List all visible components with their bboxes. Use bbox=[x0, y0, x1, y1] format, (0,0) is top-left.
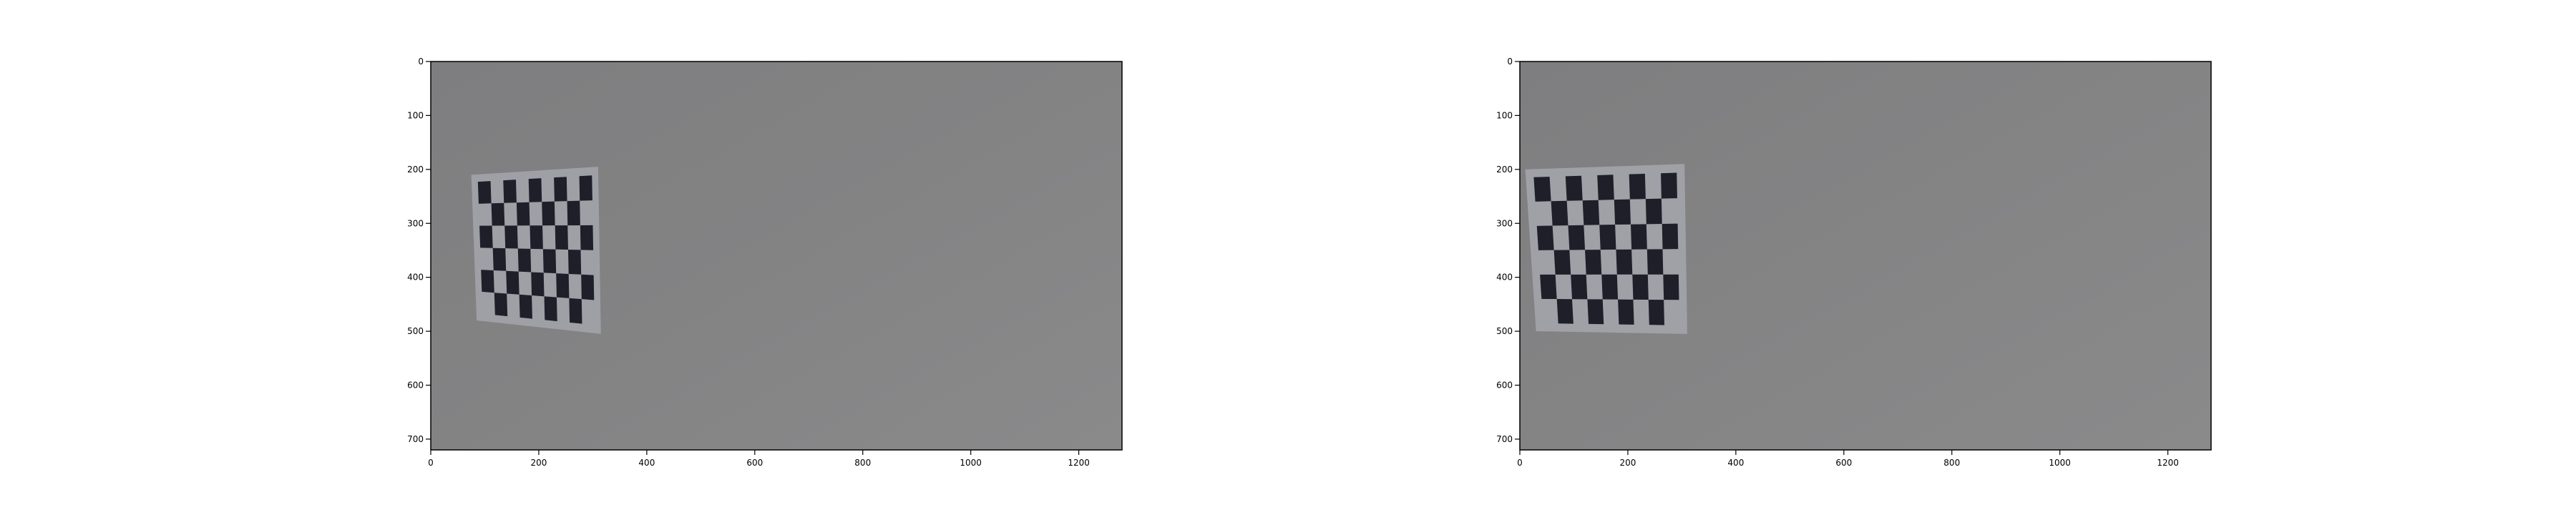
checker-square bbox=[530, 225, 543, 250]
checker-square bbox=[1629, 173, 1646, 200]
checker-square bbox=[542, 201, 555, 226]
checker-square bbox=[1556, 299, 1574, 324]
y-tick-label: 600 bbox=[407, 381, 424, 391]
checker-square bbox=[1553, 250, 1571, 275]
x-tick-label: 400 bbox=[638, 458, 655, 468]
x-tick-label: 800 bbox=[1943, 458, 1960, 468]
checker-square bbox=[1630, 224, 1647, 250]
y-tick-label: 500 bbox=[407, 326, 424, 336]
checker-square bbox=[1601, 274, 1619, 300]
checker-square bbox=[491, 202, 505, 226]
x-tick-label: 1200 bbox=[1068, 458, 1090, 468]
checker-square bbox=[567, 250, 582, 275]
y-tick-label: 200 bbox=[1496, 165, 1513, 175]
checker-square bbox=[1597, 175, 1614, 200]
y-tick-label: 700 bbox=[407, 434, 424, 444]
checker-square bbox=[555, 225, 568, 250]
y-tick-label: 100 bbox=[1496, 110, 1513, 120]
checker-square bbox=[1582, 200, 1600, 225]
checker-square bbox=[556, 273, 570, 298]
checker-square bbox=[1618, 299, 1634, 325]
y-tick-label: 500 bbox=[1496, 326, 1513, 336]
x-tick-label: 1200 bbox=[2157, 458, 2179, 468]
checker-square bbox=[528, 178, 542, 202]
checker-square bbox=[579, 175, 592, 201]
checker-square bbox=[531, 272, 545, 297]
x-tick-label: 400 bbox=[1727, 458, 1744, 468]
photo-image bbox=[431, 62, 1122, 450]
image-panel-1: 0 200 400 600 800 1000 1200 0 100 200 300 400 500 600… bbox=[407, 57, 1123, 468]
checker-square bbox=[1571, 274, 1588, 300]
checker-square bbox=[1645, 198, 1662, 225]
checker-square bbox=[567, 200, 580, 226]
y-tick-label: 400 bbox=[1496, 273, 1513, 283]
y-tick-label: 200 bbox=[407, 165, 424, 175]
checker-square bbox=[544, 296, 557, 322]
y-tick-label: 0 bbox=[418, 57, 424, 67]
checker-square bbox=[492, 247, 507, 271]
y-tick-label: 700 bbox=[1496, 434, 1513, 444]
y-tick-label: 600 bbox=[1496, 381, 1513, 391]
checker-square bbox=[503, 180, 517, 203]
checker-square bbox=[494, 293, 508, 317]
x-tick-label: 200 bbox=[530, 458, 547, 468]
checker-square bbox=[504, 225, 518, 249]
checker-square bbox=[554, 177, 567, 202]
checker-square bbox=[516, 202, 530, 226]
checker-square bbox=[1614, 199, 1631, 225]
checker-square bbox=[542, 249, 557, 274]
axes-frame bbox=[1519, 61, 2212, 451]
x-tick-label: 600 bbox=[1835, 458, 1852, 468]
y-tick-label: 100 bbox=[407, 110, 424, 120]
checker-square bbox=[1551, 200, 1568, 226]
checker-square bbox=[1533, 177, 1551, 202]
checker-square bbox=[506, 270, 519, 295]
checker-square bbox=[479, 225, 493, 248]
checker-square bbox=[1587, 299, 1604, 325]
checker-square bbox=[481, 270, 494, 293]
photo-image bbox=[1520, 62, 2211, 450]
checker-square bbox=[1599, 225, 1616, 250]
x-tick-label: 800 bbox=[854, 458, 871, 468]
checker-square bbox=[477, 181, 492, 204]
checker-square bbox=[569, 298, 582, 324]
checker-square bbox=[580, 225, 594, 250]
y-tick-label: 400 bbox=[407, 273, 424, 283]
checker-square bbox=[1648, 299, 1664, 325]
checker-square bbox=[1646, 249, 1664, 275]
x-tick-label: 0 bbox=[428, 458, 434, 468]
x-tick-label: 200 bbox=[1619, 458, 1636, 468]
checker-square bbox=[1632, 274, 1649, 300]
checker-square bbox=[517, 248, 532, 273]
checker-square bbox=[1661, 172, 1677, 199]
checker-square bbox=[1616, 249, 1633, 275]
checker-square bbox=[1585, 250, 1602, 275]
checker-square bbox=[581, 274, 595, 300]
checker-square bbox=[519, 294, 532, 319]
x-tick-label: 0 bbox=[1517, 458, 1523, 468]
x-tick-label: 600 bbox=[746, 458, 763, 468]
x-tick-label: 1000 bbox=[960, 458, 982, 468]
y-tick-label: 0 bbox=[1507, 57, 1513, 67]
checker-square bbox=[1663, 274, 1679, 300]
x-tick-label: 1000 bbox=[2049, 458, 2071, 468]
checker-square bbox=[1565, 175, 1583, 201]
y-tick-label: 300 bbox=[1496, 218, 1513, 228]
y-tick-label: 300 bbox=[407, 218, 424, 228]
checker-square bbox=[1568, 225, 1586, 250]
checker-square bbox=[1540, 274, 1557, 300]
image-panel-2: 0 200 400 600 800 1000 1200 0 100 200 300 400 500 600… bbox=[1496, 57, 2212, 468]
axes-frame bbox=[430, 61, 1123, 451]
checker-square bbox=[1536, 225, 1554, 250]
checker-square bbox=[1662, 223, 1679, 250]
